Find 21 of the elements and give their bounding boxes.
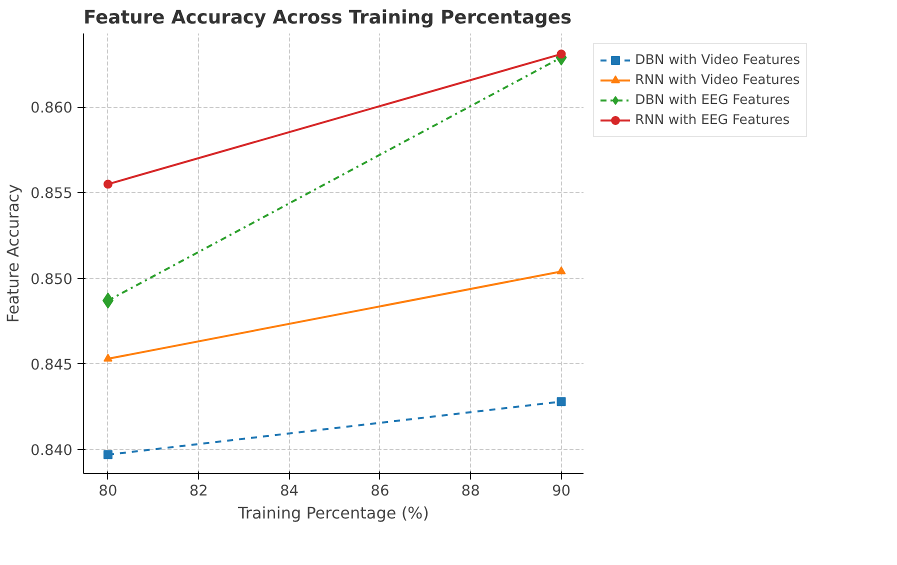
point (103, 450, 112, 460)
x-tick-label: 80 (98, 482, 118, 500)
x-tick-label: 84 (280, 482, 299, 500)
x-tick-label: 86 (370, 482, 390, 500)
legend-label: RNN with Video Features (635, 72, 800, 88)
legend-label: DBN with Video Features (635, 52, 800, 68)
point (556, 397, 566, 406)
x-tick-label: 90 (552, 482, 571, 500)
y-tick-label: 0.855 (30, 185, 73, 202)
x-tick-label: 82 (189, 482, 208, 500)
legend-label: DBN with EEG Features (635, 92, 790, 108)
legend-label: RNN with EEG Features (635, 112, 790, 128)
y-tick-label: 0.860 (30, 100, 73, 117)
x-tick-label: 88 (461, 482, 480, 500)
chart-title: Feature Accuracy Across Training Percentages (84, 8, 572, 28)
point (103, 180, 112, 189)
y-tick-label: 0.845 (30, 356, 73, 374)
x-axis-title: Training Percentage (%) (237, 504, 429, 522)
y-tick-label: 0.840 (30, 442, 73, 460)
y-tick-label: 0.850 (30, 270, 73, 288)
y-axis-title: Feature Accuracy (4, 184, 23, 323)
